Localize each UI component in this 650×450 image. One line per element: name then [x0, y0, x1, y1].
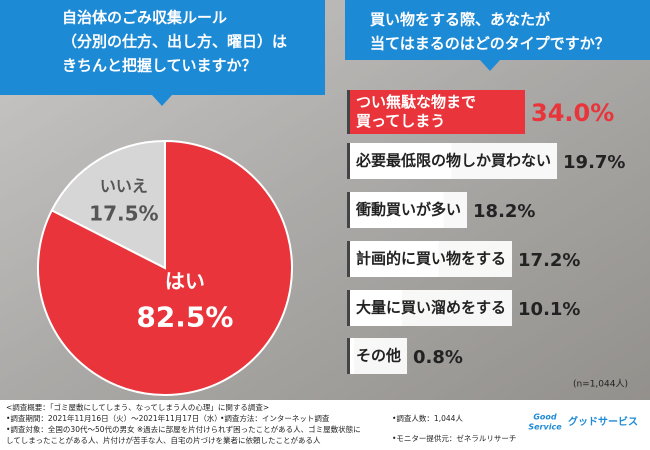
label-box	[350, 338, 408, 374]
title-banner	[0, 0, 325, 106]
footer-text: <調査概要：「ゴミ屋敷にしてしまう、なってしまう人の心理」に関する調査> •調査…	[6, 402, 516, 445]
label-box	[350, 241, 513, 277]
bar-label: その他	[356, 347, 401, 365]
pie-slice	[50, 139, 166, 270]
bar-label: 大量に買い溜めをする	[356, 299, 506, 317]
sample-note: (n=1,044人)	[573, 379, 628, 390]
bar-label: 必要最低限の物しか買わない	[355, 152, 551, 170]
bar-edge	[347, 338, 350, 374]
logo-word: Good	[533, 413, 557, 422]
label-box	[350, 143, 558, 179]
logo: Good Service グッドサービス	[528, 413, 638, 432]
bar-value: 19.7%	[563, 152, 625, 173]
survey-count: •調査人数：1,044人	[392, 413, 463, 423]
bar-edge	[347, 290, 350, 326]
bar-label: つい無駄な物まで	[356, 93, 476, 111]
pie-chart: はい 82.5% いいえ 17.5%	[37, 139, 293, 396]
survey-target: •調査対象：全国の30代〜50代の男女 ※過去に部屋を片付けられず困ったことがあ…	[6, 424, 361, 434]
bar-edge	[347, 241, 350, 277]
slice-label: いいえ	[100, 176, 148, 195]
survey-target: してしまったことがある人、片付けが苦手な人、自宅の片づけを業者に依頼したことがあ…	[6, 435, 321, 445]
title-line: 自治体のごみ収集ルール	[62, 9, 227, 27]
bar-label: 計画的に買い物をする	[356, 250, 506, 268]
pie-title: 自治体のごみ収集ルール （分別の仕方、出し方、曜日）は きちんと把握していますか…	[62, 9, 287, 75]
bar	[350, 90, 525, 134]
logo-name: グッドサービス	[568, 415, 638, 428]
logo-word: Service	[528, 423, 562, 432]
title-line: （分別の仕方、出し方、曜日）は	[62, 33, 287, 51]
bar-value: 17.2%	[518, 250, 580, 271]
label-box	[350, 290, 513, 326]
bar-value: 34.0%	[531, 99, 614, 127]
survey-period: •調査期間：2021年11月16日（火）〜2021年11月17日（水）	[6, 413, 222, 423]
bar-value: 10.1%	[518, 299, 580, 320]
slice-value: 82.5%	[136, 300, 233, 333]
slice-label: はい	[165, 269, 205, 293]
bar-label: 買ってしまう	[356, 112, 445, 130]
title-banner	[345, 0, 650, 71]
slice-value: 17.5%	[89, 201, 158, 225]
bar-label: 衝動買いが多い	[355, 201, 461, 219]
bar-edge	[347, 90, 350, 134]
survey-provider: •モニター提供元：ゼネラルリサーチ	[392, 433, 516, 443]
bar-edge	[347, 192, 350, 228]
title-line: 当てはまるのはどのタイプですか？	[370, 35, 610, 53]
survey-heading: <調査概要：「ゴミ屋敷にしてしまう、なってしまう人の心理」に関する調査>	[6, 402, 269, 412]
title-line: きちんと把握していますか？	[62, 57, 257, 75]
bar-value: 0.8%	[413, 347, 463, 368]
bar-edge	[347, 143, 350, 179]
footer	[0, 400, 650, 450]
title-line: 買い物をする際、あなたが	[370, 11, 551, 29]
survey-method: •調査方法：インターネット調査	[220, 413, 330, 423]
bar-title: 買い物をする際、あなたが 当てはまるのはどのタイプですか？	[370, 11, 610, 53]
bar-value: 18.2%	[473, 201, 535, 222]
label-box	[350, 192, 468, 228]
